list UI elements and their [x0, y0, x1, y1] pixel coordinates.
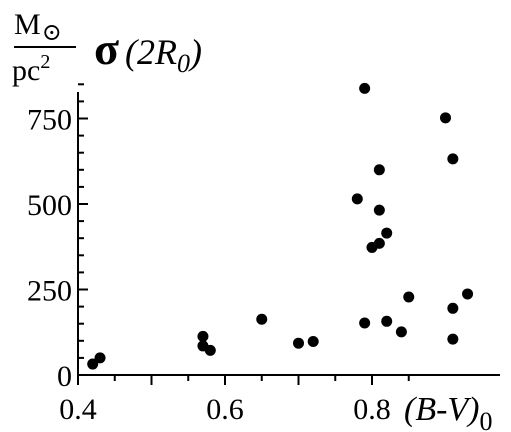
data-point: [307, 335, 319, 347]
data-point: [395, 326, 407, 338]
data-point: [381, 227, 393, 239]
y-tick-label: 0: [57, 360, 72, 393]
data-points: [87, 82, 474, 370]
data-point: [204, 344, 216, 356]
x-tick-label: 0.8: [353, 393, 391, 426]
ylabel-numerator: M⊙: [14, 8, 62, 46]
data-point: [87, 358, 99, 370]
y-ticks: 0 250 500 750: [27, 83, 88, 393]
data-point: [373, 237, 385, 249]
data-point: [359, 317, 371, 329]
data-point: [197, 330, 209, 342]
data-point: [293, 337, 304, 349]
y-axis: 0 250 500 750: [27, 83, 88, 393]
y-tick-label: 250: [27, 275, 72, 308]
y-tick-label: 500: [27, 189, 72, 222]
data-point: [381, 315, 393, 327]
chart-title: σ (2R0): [94, 23, 202, 78]
data-point: [94, 352, 106, 364]
data-point: [256, 313, 268, 325]
data-point: [462, 288, 474, 300]
data-point: [373, 204, 385, 216]
x-tick-label: 0.4: [59, 393, 97, 426]
data-point: [447, 153, 459, 165]
data-point: [351, 193, 363, 205]
x-axis-label: (B-V)0: [404, 391, 493, 432]
data-point: [359, 82, 371, 94]
data-point: [440, 112, 451, 124]
y-axis-unit-label: M⊙ pc2: [12, 8, 76, 87]
data-point: [373, 164, 385, 176]
data-point: [447, 302, 459, 314]
x-ticks: 0.4 0.6 0.8: [59, 375, 410, 426]
ylabel-denominator: pc2: [12, 51, 50, 87]
data-point: [403, 291, 415, 303]
x-axis: 0.4 0.6 0.8: [59, 374, 500, 426]
y-tick-label: 750: [27, 104, 72, 137]
data-point: [447, 333, 459, 345]
x-tick-label: 0.6: [206, 393, 244, 426]
